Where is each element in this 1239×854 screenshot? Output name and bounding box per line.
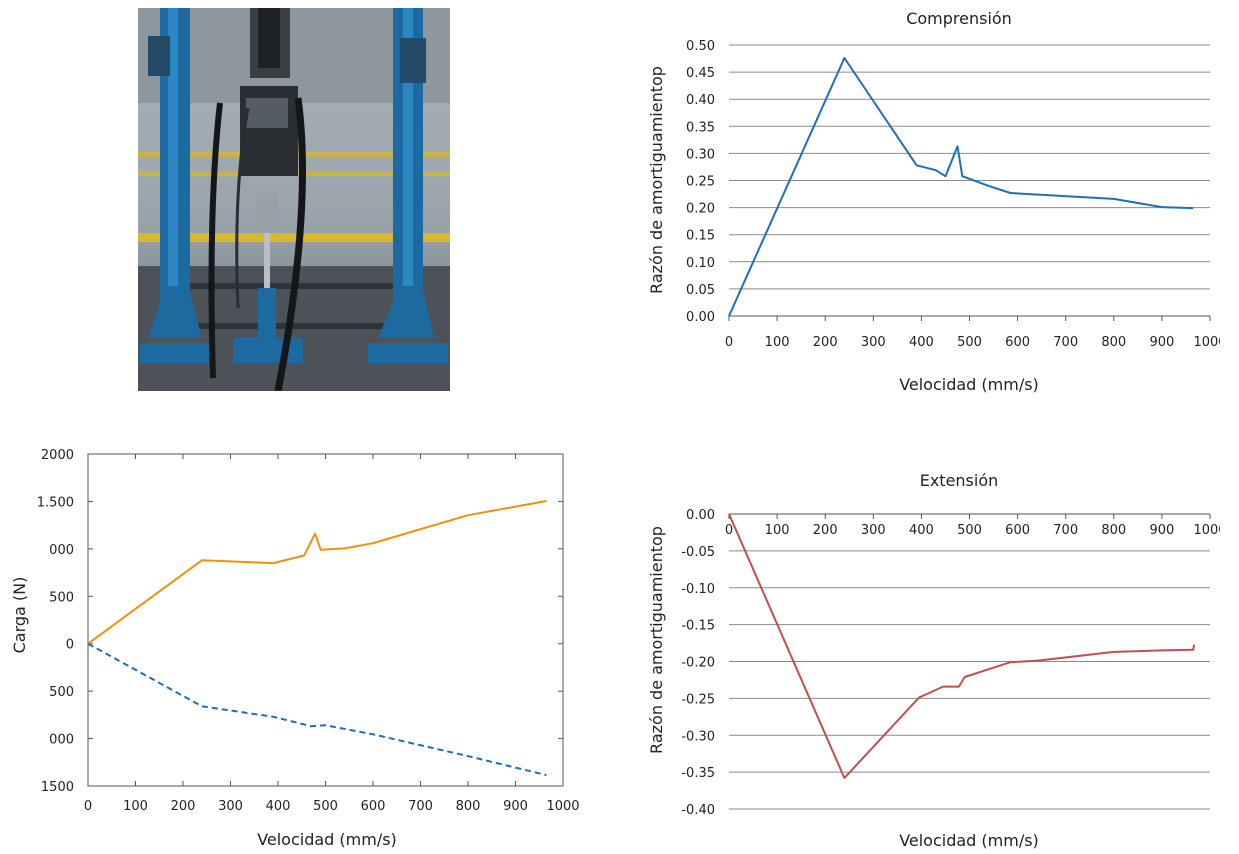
y-tick-label: 500 bbox=[49, 590, 74, 605]
x-tick-label: 200 bbox=[813, 523, 838, 538]
y-tick-label: 2000 bbox=[41, 448, 74, 463]
series-line bbox=[87, 642, 547, 777]
x-tick-label: 900 bbox=[1149, 335, 1174, 350]
x-tick-label: 300 bbox=[861, 523, 886, 538]
series-line bbox=[728, 513, 1196, 779]
x-tick-label: 200 bbox=[171, 799, 196, 814]
chart-title: Comprensión bbox=[906, 9, 1012, 28]
x-tick-label: 600 bbox=[361, 799, 386, 814]
x-tick-label: 1000 bbox=[546, 799, 579, 814]
y-tick-label: 0.35 bbox=[686, 120, 715, 135]
x-tick-label: 900 bbox=[503, 799, 528, 814]
x-tick-label: 700 bbox=[1053, 523, 1078, 538]
chart-title: Extensión bbox=[920, 471, 999, 490]
x-tick-label: 500 bbox=[957, 335, 982, 350]
y-tick-label: 0.15 bbox=[686, 229, 715, 244]
x-tick-label: 400 bbox=[909, 335, 934, 350]
x-tick-label: 600 bbox=[1005, 523, 1030, 538]
x-tick-label: 0 bbox=[725, 523, 733, 538]
y-axis-title: Carga (N) bbox=[10, 577, 29, 654]
x-tick-label: 0 bbox=[84, 799, 92, 814]
x-axis-title: Velocidad (mm/s) bbox=[899, 375, 1039, 394]
x-tick-label: 100 bbox=[765, 335, 790, 350]
x-tick-label: 800 bbox=[1101, 335, 1126, 350]
x-tick-label: 1000 bbox=[1193, 523, 1220, 538]
x-tick-label: 0 bbox=[725, 335, 733, 350]
y-tick-label: -0.25 bbox=[681, 692, 715, 707]
x-tick-label: 700 bbox=[1053, 335, 1078, 350]
y-axis-title: Razón de amortiguamientop bbox=[647, 66, 666, 294]
y-tick-label: 0 bbox=[66, 638, 74, 653]
y-tick-label: -0.05 bbox=[681, 545, 715, 560]
chart-carga: 1500 000 500 0 500 000 1.500 2000 0 100 200 300 400 5… bbox=[10, 448, 580, 849]
y-tick-label: 0.25 bbox=[686, 175, 715, 190]
x-tick-label: 400 bbox=[909, 523, 934, 538]
x-tick-label: 300 bbox=[861, 335, 886, 350]
y-tick-label: 000 bbox=[49, 733, 74, 748]
y-tick-label: 0.10 bbox=[686, 256, 715, 271]
x-tick-label: 100 bbox=[123, 799, 148, 814]
y-axis-title: Razón de amortiguamientop bbox=[647, 526, 666, 754]
y-tick-label: 0.50 bbox=[686, 39, 715, 54]
y-tick-label: -0.40 bbox=[681, 803, 715, 818]
chart-compresion: Comprensión 0.00 0.05 0.10 0.15 0.20 0.25 0.30… bbox=[647, 9, 1220, 394]
y-tick-label: 1.500 bbox=[37, 495, 74, 510]
x-tick-label: 200 bbox=[813, 335, 838, 350]
x-tick-label: 100 bbox=[765, 523, 790, 538]
y-tick-label: -0.35 bbox=[681, 766, 715, 781]
y-tick-label: 0.20 bbox=[686, 202, 715, 217]
y-tick-label: 500 bbox=[49, 685, 74, 700]
x-tick-label: 600 bbox=[1005, 335, 1030, 350]
y-tick-label: -0.20 bbox=[681, 656, 715, 671]
test-rig-photo bbox=[138, 8, 450, 391]
y-tick-label: 0.45 bbox=[686, 66, 715, 81]
y-tick-label: -0.10 bbox=[681, 582, 715, 597]
y-tick-label: 0.00 bbox=[686, 310, 715, 325]
x-tick-label: 1000 bbox=[1193, 335, 1220, 350]
x-tick-label: 500 bbox=[957, 523, 982, 538]
x-tick-label: 300 bbox=[218, 799, 243, 814]
x-tick-label: 800 bbox=[456, 799, 481, 814]
x-axis-title: Velocidad (mm/s) bbox=[257, 830, 397, 849]
x-tick-label: 400 bbox=[266, 799, 291, 814]
y-tick-label: 0.00 bbox=[686, 508, 715, 523]
series-line bbox=[728, 57, 1194, 317]
x-tick-label: 700 bbox=[408, 799, 433, 814]
series-line bbox=[87, 500, 547, 645]
x-tick-label: 900 bbox=[1149, 523, 1174, 538]
x-tick-label: 500 bbox=[313, 799, 338, 814]
y-tick-label: 0.40 bbox=[686, 93, 715, 108]
y-tick-label: -0.15 bbox=[681, 619, 715, 634]
y-tick-label: 0.05 bbox=[686, 283, 715, 298]
x-tick-label: 800 bbox=[1101, 523, 1126, 538]
x-axis-title: Velocidad (mm/s) bbox=[899, 831, 1039, 850]
chart-extension: Extensión -0.40 -0.35 -0.30 -0.25 -0.20 -0.15… bbox=[647, 471, 1220, 850]
y-tick-label: 1500 bbox=[41, 780, 74, 795]
plot-frame bbox=[87, 453, 564, 787]
y-tick-label: 000 bbox=[49, 543, 74, 558]
y-tick-label: -0.30 bbox=[681, 729, 715, 744]
y-tick-label: 0.30 bbox=[686, 147, 715, 162]
